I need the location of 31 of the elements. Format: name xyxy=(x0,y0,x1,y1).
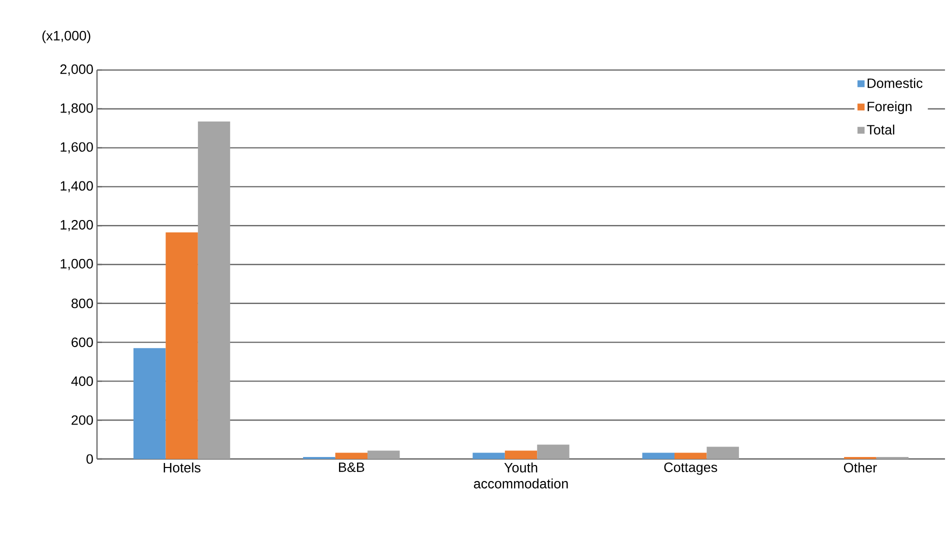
legend-label: Domestic xyxy=(868,78,922,88)
x-tick-label: B&B xyxy=(339,462,364,472)
x-tick-label: Youth accommodation xyxy=(474,462,568,488)
y-tick-label: 200 xyxy=(72,415,93,425)
legend-label: Foreign xyxy=(868,101,912,114)
x-tick-label: Cottages xyxy=(664,462,718,475)
y-tick-label: 1,400 xyxy=(60,181,93,192)
y-tick-label: 0 xyxy=(86,454,93,464)
bar xyxy=(198,122,230,459)
bar xyxy=(504,450,538,459)
y-tick-label: 400 xyxy=(71,376,93,386)
y-tick-label: 1,200 xyxy=(60,220,93,232)
y-tick-label: 1,800 xyxy=(60,103,93,114)
bar xyxy=(537,444,570,459)
x-tick-label: Other xyxy=(844,462,877,472)
bar xyxy=(166,232,198,459)
bar xyxy=(335,452,368,459)
y-tick-label: 1,600 xyxy=(60,142,93,154)
legend-label: Total xyxy=(866,124,894,135)
bar xyxy=(368,450,400,459)
y-tick-label: 800 xyxy=(72,298,93,308)
y-tick-label: 600 xyxy=(72,338,93,348)
x-tick-label: Hotels xyxy=(164,462,200,472)
bar xyxy=(674,452,707,459)
bar xyxy=(472,452,505,459)
y-tick-label: 1,000 xyxy=(60,258,93,270)
y-axis-title: (x1,000) xyxy=(42,30,90,44)
bar xyxy=(133,348,166,459)
bar xyxy=(642,452,674,459)
y-tick-label: 2,000 xyxy=(60,64,93,76)
bar xyxy=(706,446,739,459)
